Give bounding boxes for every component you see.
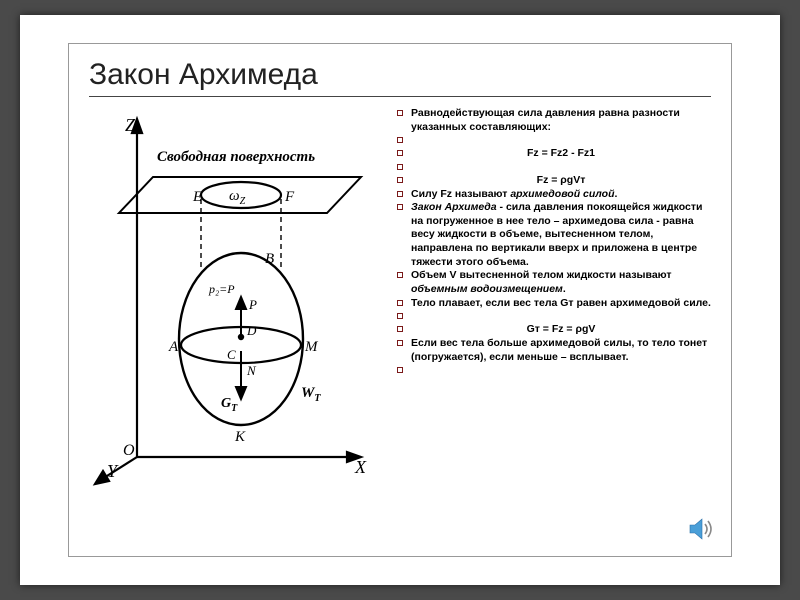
speaker-icon: [688, 517, 716, 541]
content-row: Z X Y O Свободная поверхность ωZ E F: [89, 107, 711, 544]
omega-label: ωZ: [229, 188, 246, 207]
bullet-item: Если вес тела больше архимедовой силы, т…: [393, 337, 711, 364]
bullet-item: [393, 161, 711, 174]
label-Wt: WT: [301, 385, 321, 404]
label-D: D: [246, 323, 257, 338]
label-F: F: [284, 189, 295, 205]
label-P: P: [248, 297, 257, 312]
bullet-item: [393, 364, 711, 377]
slide-container: Закон Архимеда Z X Y: [20, 15, 780, 585]
bullet-item: Силу Fz называют архимедовой силой.: [393, 188, 711, 202]
slide-frame: Закон Архимеда Z X Y: [68, 43, 732, 557]
bullet-item: [393, 134, 711, 147]
surface-label: Свободная поверхность: [157, 149, 315, 165]
bullet-item: Равнодействующая сила давления равна раз…: [393, 107, 711, 134]
bullet-item: Тело плавает, если вес тела Gт равен арх…: [393, 297, 711, 311]
label-A: A: [168, 339, 179, 355]
label-K: K: [234, 429, 246, 445]
bullet-item: Gт = Fz = ρgV: [393, 323, 711, 337]
label-N: N: [246, 363, 257, 378]
axis-x-label: X: [354, 457, 367, 477]
label-C: C: [227, 347, 236, 362]
axis-y-label: Y: [107, 461, 119, 481]
bullet-item: Fz = Fz2 - Fz1: [393, 147, 711, 161]
bullet-item: Закон Архимеда - сила давления покоящейс…: [393, 201, 711, 269]
label-B: B: [265, 251, 274, 267]
bullet-item: [393, 310, 711, 323]
slide-title: Закон Архимеда: [89, 58, 711, 92]
axis-z-label: Z: [125, 115, 136, 135]
label-p2: p₂=P: [208, 282, 235, 296]
bullet-list: Равнодействующая сила давления равна раз…: [393, 107, 711, 544]
bullet-item: Объем V вытесненной телом жидкости назыв…: [393, 269, 711, 296]
label-M: M: [304, 339, 319, 355]
title-rule: [89, 96, 711, 97]
bullet-item: Fz = ρgVт: [393, 174, 711, 188]
archimedes-diagram: Z X Y O Свободная поверхность ωZ E F: [89, 107, 379, 487]
origin-label: O: [123, 442, 135, 459]
label-Gt: GT: [221, 396, 238, 414]
